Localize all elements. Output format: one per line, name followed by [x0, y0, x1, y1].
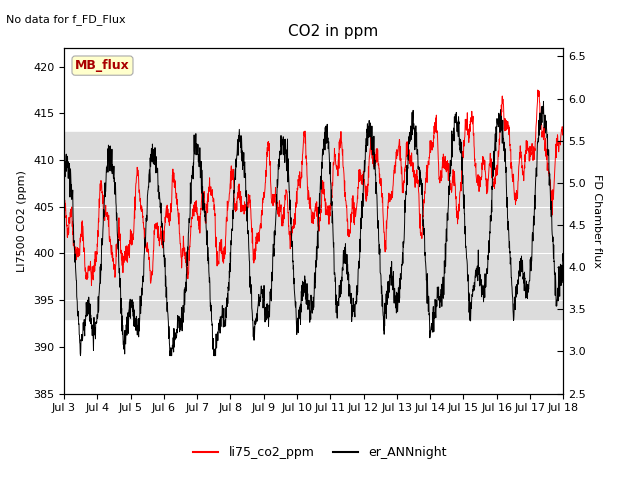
Bar [64, 132, 563, 319]
Text: No data for f_FD_Flux: No data for f_FD_Flux [6, 14, 126, 25]
Legend: li75_co2_ppm, er_ANNnight: li75_co2_ppm, er_ANNnight [188, 441, 452, 464]
Text: CO2 in ppm: CO2 in ppm [287, 24, 378, 39]
Text: MB_flux: MB_flux [75, 59, 130, 72]
Y-axis label: FD Chamber flux: FD Chamber flux [593, 174, 602, 268]
Y-axis label: LI7500 CO2 (ppm): LI7500 CO2 (ppm) [17, 170, 28, 272]
